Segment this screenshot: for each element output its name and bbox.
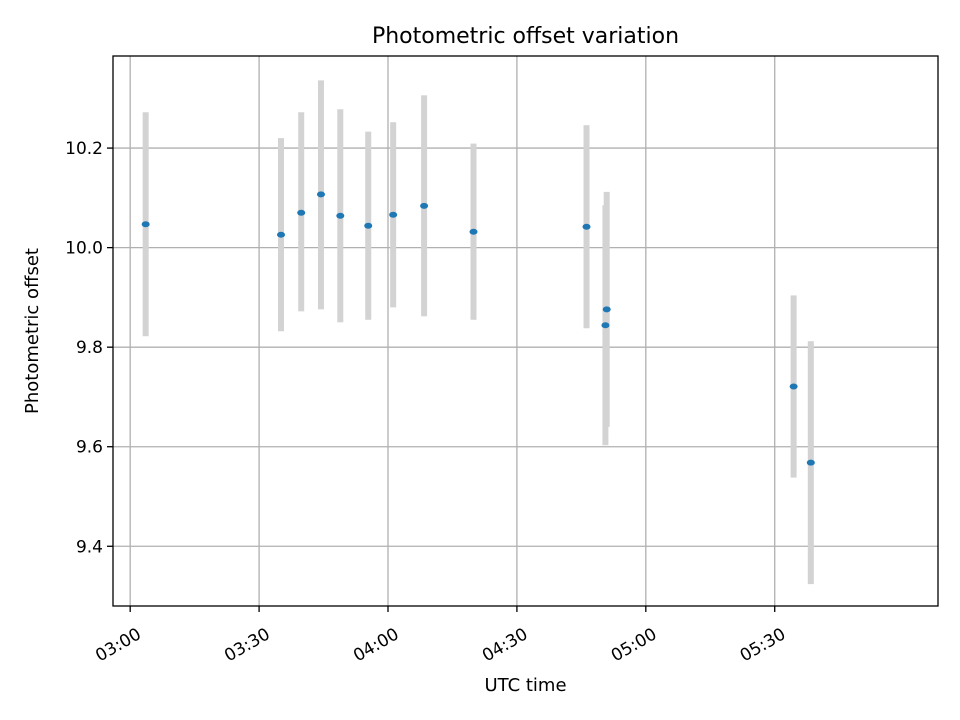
y-tick-label: 9.6 xyxy=(76,438,103,458)
data-point xyxy=(469,228,478,235)
data-point xyxy=(420,202,429,209)
data-point xyxy=(277,231,286,238)
data-point xyxy=(336,212,345,219)
data-point xyxy=(582,223,591,230)
plot-frame xyxy=(112,55,939,607)
data-point xyxy=(364,222,373,229)
y-tick-label: 9.8 xyxy=(76,338,103,358)
data-point xyxy=(601,322,610,329)
data-point xyxy=(316,191,325,198)
data-point xyxy=(389,211,398,218)
grid xyxy=(113,56,938,606)
x-axis-label: UTC time xyxy=(484,675,566,696)
data-point xyxy=(141,221,150,228)
data-point xyxy=(806,459,815,466)
y-axis-label: Photometric offset xyxy=(22,248,43,414)
data-points xyxy=(141,191,815,466)
chart-title: Photometric offset variation xyxy=(372,24,679,49)
data-point xyxy=(602,306,611,313)
y-tick-label: 10.2 xyxy=(65,139,103,159)
y-tick-label: 10.0 xyxy=(65,239,103,259)
data-point xyxy=(789,383,798,390)
data-point xyxy=(297,209,306,216)
y-tick-label: 9.4 xyxy=(76,537,103,557)
